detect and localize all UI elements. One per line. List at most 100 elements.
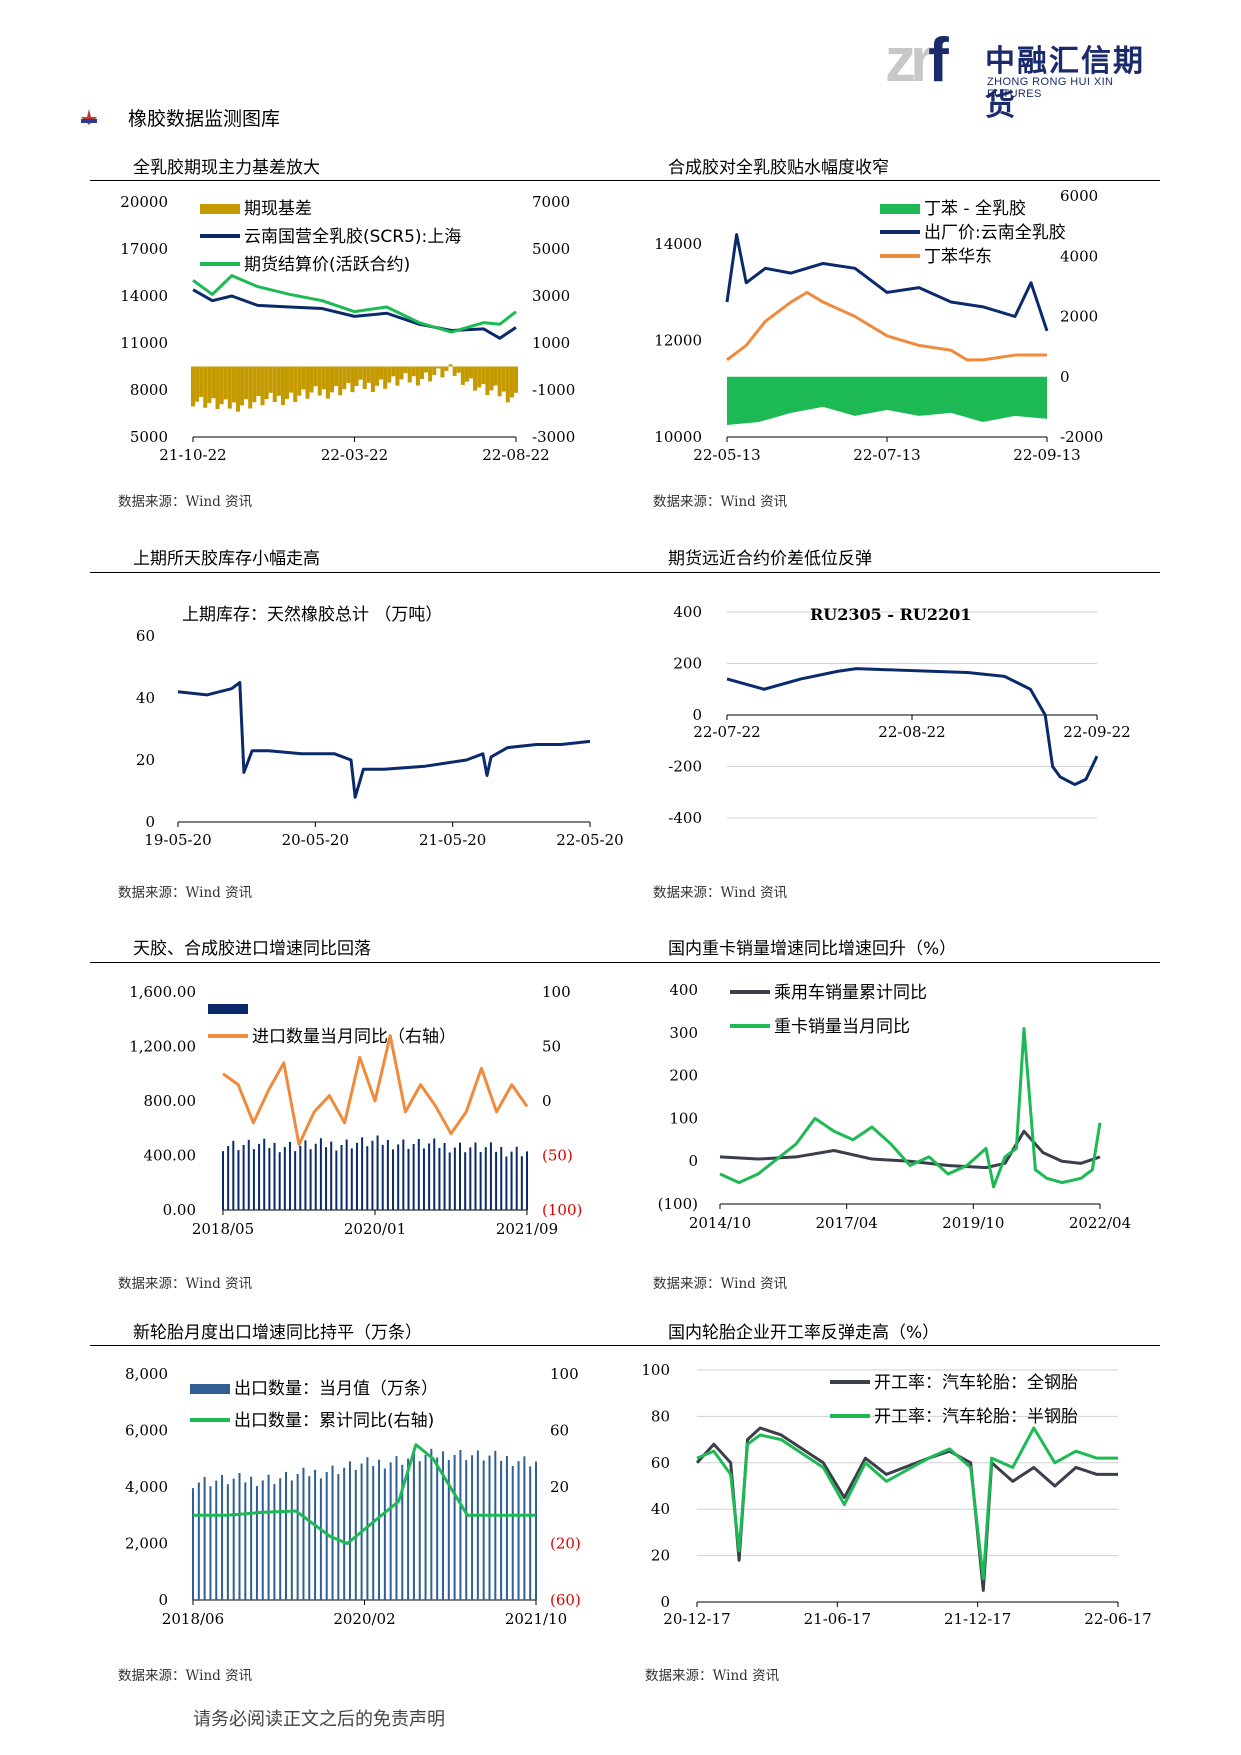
bar-0: [484, 1147, 487, 1210]
y-left-tick-label: 0: [145, 813, 155, 831]
bar-0: [260, 366, 265, 406]
x-tick-label: 21-10-22: [159, 446, 226, 464]
bar-0: [314, 1143, 317, 1210]
bar-0: [469, 1147, 472, 1210]
bar-0: [305, 366, 310, 399]
bar-0: [513, 366, 519, 393]
bar-0: [280, 366, 285, 406]
y-right-tick-label: 6000: [1060, 187, 1098, 205]
y-left-tick-label: 0: [660, 1593, 670, 1611]
x-tick-label: 2018/05: [192, 1220, 254, 1238]
bar-0: [294, 1151, 297, 1210]
legend-label: 进口数量当月同比（右轴）: [252, 1027, 456, 1047]
y-right-tick-label: (50): [542, 1147, 573, 1165]
panel-rule: [90, 180, 1160, 181]
bar-0: [422, 1148, 425, 1210]
x-tick-label: 2022/04: [1069, 1214, 1131, 1232]
legend-label: 出厂价:云南全乳胶: [924, 223, 1066, 243]
bar-0: [383, 366, 388, 389]
bar-0: [244, 1482, 247, 1600]
bar-0: [278, 1152, 281, 1210]
y-left-tick-label: 0: [688, 1152, 698, 1170]
y-left-tick-label: 400: [673, 603, 702, 621]
bar-0: [267, 1474, 270, 1600]
x-tick-label: 2018/06: [162, 1610, 224, 1628]
bar-0: [500, 1460, 503, 1600]
y-left-tick-label: -400: [668, 809, 702, 827]
y-left-tick-label: 8000: [130, 381, 168, 399]
bar-0: [464, 366, 469, 382]
y-left-tick-label: 0: [692, 706, 702, 724]
section-bullet-icon: [81, 109, 97, 125]
legend-swatch: [200, 204, 240, 214]
bar-0: [345, 1139, 348, 1210]
bar-0: [505, 366, 510, 403]
legend-label: 出口数量：累计同比(右轴): [234, 1411, 434, 1431]
bar-0: [501, 366, 506, 392]
x-tick-label: 22-08-22: [482, 446, 549, 464]
bar-0: [268, 1148, 271, 1210]
y-right-tick-label: (20): [550, 1535, 581, 1553]
bar-0: [471, 1455, 474, 1600]
chart-5-title: 天胶、合成胶进口增速同比回落: [133, 939, 371, 959]
y-right-tick-label: 3000: [532, 287, 570, 305]
bar-0: [505, 1156, 508, 1210]
y-left-tick-label: 20000: [120, 193, 168, 211]
chart-annotation: RU2305 - RU2201: [810, 605, 971, 624]
bar-0: [371, 1140, 374, 1210]
bar-0: [392, 1149, 395, 1210]
bar-0: [415, 366, 420, 386]
bar-0: [350, 366, 355, 393]
bar-0: [227, 366, 232, 409]
x-tick-label: 22-09-22: [1063, 723, 1130, 741]
bar-0: [459, 1142, 462, 1210]
y-right-tick-label: 100: [550, 1365, 579, 1383]
bar-0: [207, 366, 212, 403]
bar-0: [354, 366, 359, 386]
bar-0: [197, 1482, 200, 1600]
bar-0: [215, 1480, 218, 1600]
y-left-tick-label: 8,000: [125, 1365, 168, 1383]
bar-0: [443, 1143, 446, 1210]
bar-0: [399, 366, 404, 380]
bar-0: [325, 366, 330, 399]
x-tick-label: 2020/02: [333, 1610, 395, 1628]
bar-0: [477, 366, 482, 388]
chart-4-source: 数据来源：Wind 资讯: [653, 885, 788, 901]
bar-0: [296, 1474, 299, 1600]
bar-0: [376, 1135, 379, 1210]
bar-0: [452, 366, 457, 376]
y-left-tick-label: 20: [651, 1547, 670, 1565]
y-left-tick-label: 300: [669, 1024, 698, 1042]
bar-0: [215, 366, 220, 409]
x-tick-label: 2020/01: [344, 1220, 406, 1238]
x-tick-label: 22-07-22: [693, 723, 760, 741]
bar-0: [285, 366, 290, 399]
bar-0: [314, 1469, 317, 1600]
y-right-tick-label: -1000: [532, 381, 575, 399]
x-tick-label: 22-06-17: [1084, 1610, 1151, 1628]
chart-4-title: 期货远近合约价差低位反弹: [668, 549, 872, 569]
y-left-tick-label: 20: [136, 751, 155, 769]
disclaimer-footer: 请务必阅读正文之后的免责声明: [193, 1709, 445, 1730]
bar-0: [401, 1464, 404, 1600]
bar-0: [358, 366, 363, 380]
x-tick-label: 20-12-17: [663, 1610, 730, 1628]
y-left-tick-label: 17000: [120, 240, 168, 258]
bar-0: [411, 366, 416, 377]
bar-0: [261, 1480, 264, 1600]
x-tick-label: 20-05-20: [282, 831, 349, 849]
y-left-tick-label: 40: [136, 689, 155, 707]
bar-0: [389, 1462, 392, 1600]
bar-0: [386, 1139, 389, 1210]
x-tick-label: 22-05-20: [556, 831, 623, 849]
line-series-1: [696, 1426, 1118, 1581]
bar-0: [436, 1457, 439, 1600]
bar-0: [387, 366, 392, 383]
bar-0: [505, 1455, 508, 1600]
bar-0: [515, 1146, 518, 1210]
bar-0: [485, 366, 490, 396]
bar-0: [209, 1486, 212, 1600]
